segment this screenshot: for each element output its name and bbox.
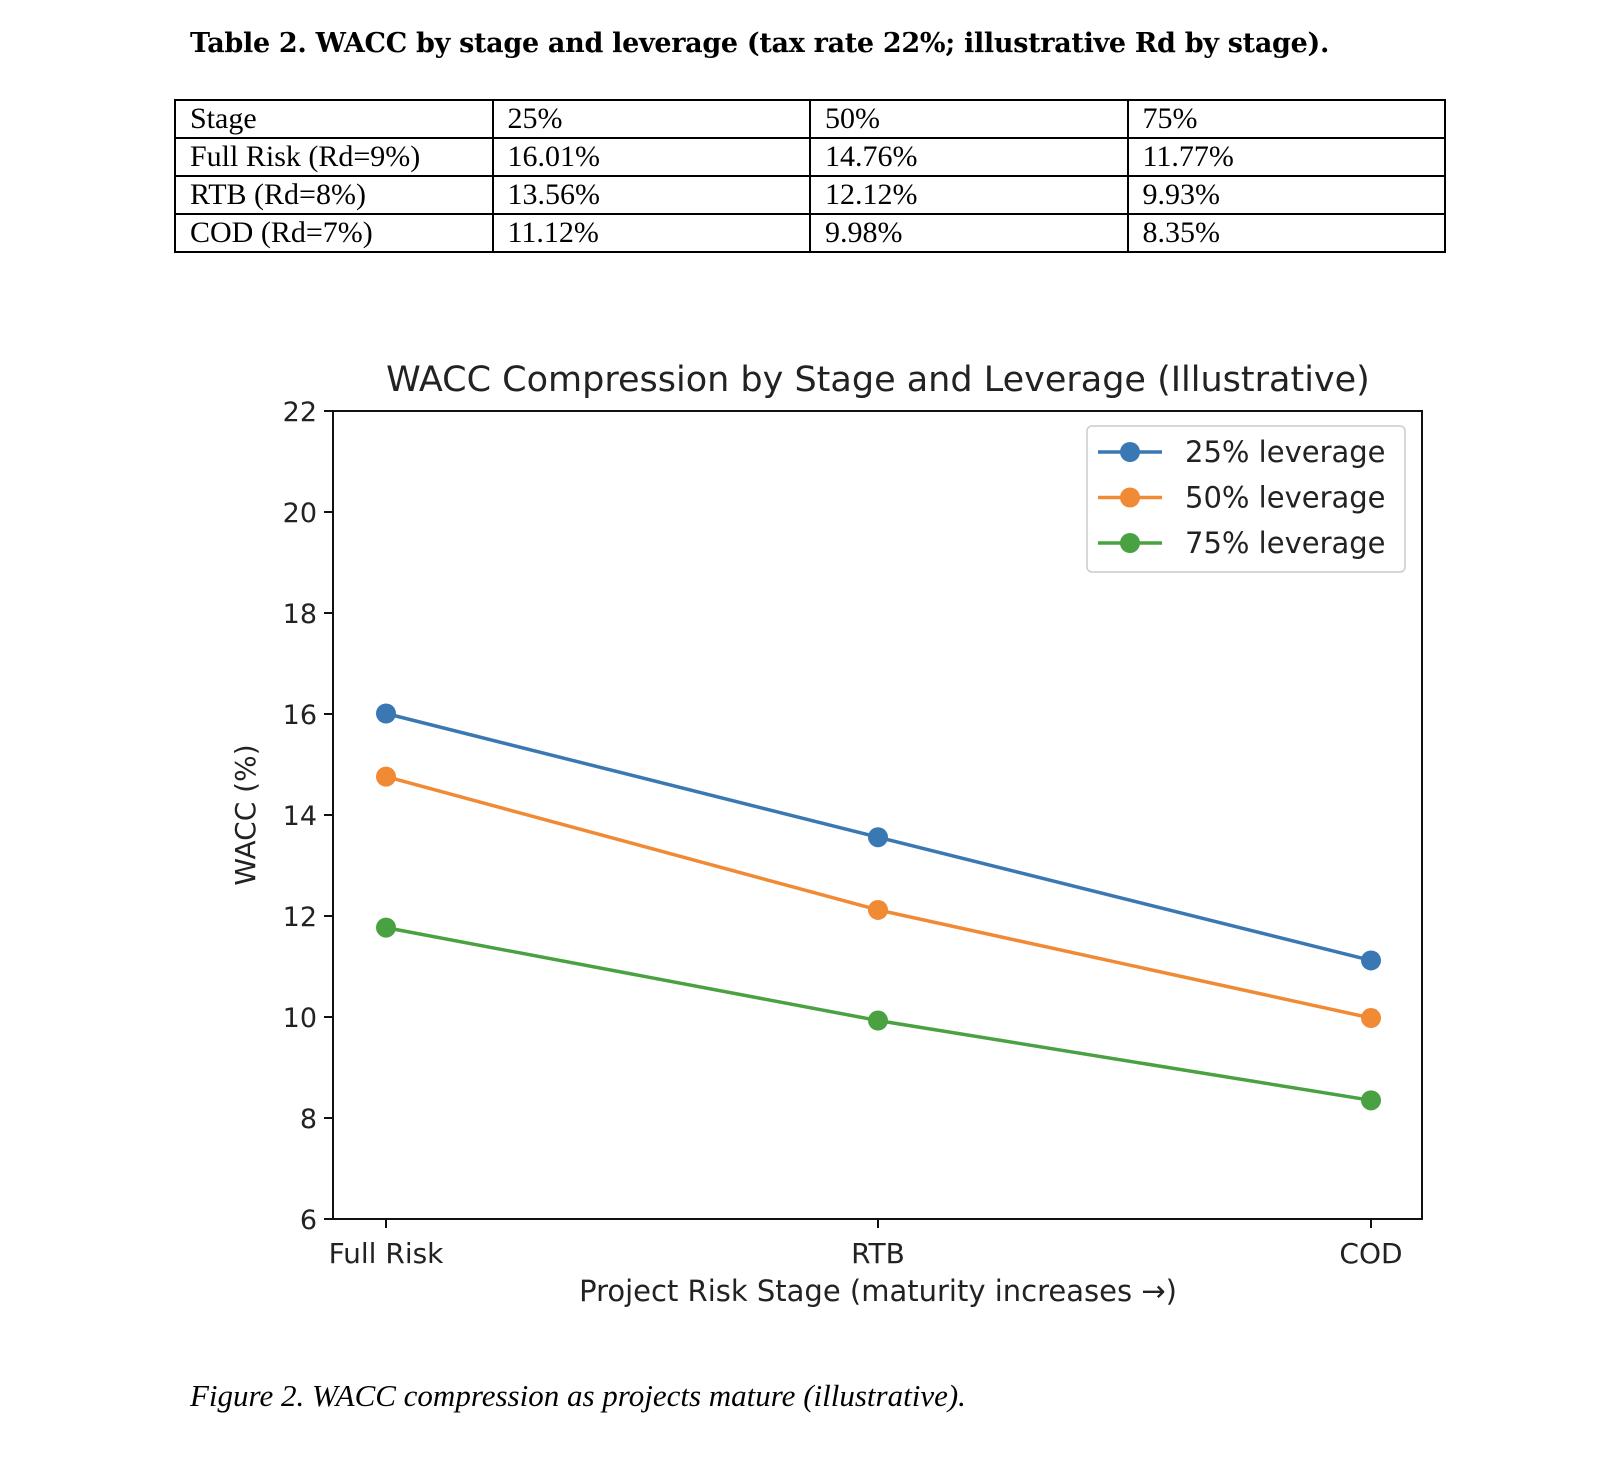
table-caption: Table 2. WACC by stage and leverage (tax…: [190, 28, 1330, 59]
table-cell: Full Risk (Rd=9%): [174, 137, 494, 177]
table-header-cell: 50%: [809, 99, 1129, 139]
legend-marker: [1120, 442, 1140, 462]
data-series: [376, 703, 1381, 1111]
data-point: [376, 917, 396, 938]
series-line: [385, 774, 1372, 1020]
table-cell: 11.77%: [1126, 137, 1446, 177]
legend-marker: [1120, 487, 1140, 508]
data-point: [868, 899, 888, 920]
y-tick-label: 6: [300, 1205, 317, 1236]
table-header-cell: 25%: [491, 99, 811, 139]
x-tick-label: COD: [1339, 1237, 1402, 1270]
y-tick-label: 12: [283, 902, 317, 933]
table-cell: COD (Rd=7%): [174, 213, 494, 253]
table-row: RTB (Rd=8%) 13.56% 12.12% 9.93%: [174, 175, 1446, 215]
y-tick-label: 22: [283, 397, 317, 428]
y-tick-label: 16: [283, 700, 317, 731]
table-cell: 9.98%: [809, 213, 1129, 253]
data-point: [868, 1010, 888, 1031]
wacc-line-chart: WACC Compression by Stage and Leverage (…: [229, 360, 1423, 1308]
wacc-table: Stage 25% 50% 75% Full Risk (Rd=9%) 16.0…: [174, 99, 1446, 253]
y-tick-label: 10: [283, 1003, 317, 1034]
y-tick-label: 18: [283, 599, 317, 630]
table-header-row: Stage 25% 50% 75%: [174, 99, 1446, 139]
y-tick-label: 14: [283, 801, 317, 832]
x-tick-label: RTB: [851, 1237, 905, 1270]
legend-label: 50% leverage: [1185, 481, 1386, 515]
chart-title: WACC Compression by Stage and Leverage (…: [386, 360, 1370, 400]
x-axis-label: Project Risk Stage (maturity increases →…: [579, 1274, 1177, 1308]
data-point: [1361, 1090, 1381, 1111]
legend-label: 25% leverage: [1185, 435, 1386, 469]
legend-box: [1086, 425, 1406, 573]
table-header-cell: Stage: [174, 99, 494, 139]
table-cell: 14.76%: [809, 137, 1129, 177]
legend-marker: [1120, 533, 1140, 553]
x-tick-label: Full Risk: [329, 1237, 445, 1270]
table-cell: 16.01%: [491, 137, 811, 177]
x-axis: Full Risk RTB COD: [329, 1219, 1403, 1270]
data-point: [868, 827, 888, 848]
legend: 25% leverage 50% leverage 75% leverage: [1086, 425, 1406, 573]
data-point: [376, 766, 396, 787]
data-point: [1361, 950, 1381, 971]
table-cell: 12.12%: [809, 175, 1129, 215]
y-tick-label: 8: [300, 1104, 317, 1135]
table-cell: 11.12%: [491, 213, 811, 253]
data-point: [1361, 1008, 1381, 1029]
figure-caption: Figure 2. WACC compression as projects m…: [190, 1378, 966, 1413]
table-header-cell: 75%: [1126, 99, 1446, 139]
y-tick-label: 20: [283, 498, 317, 529]
table-row: Full Risk (Rd=9%) 16.01% 14.76% 11.77%: [174, 137, 1446, 177]
table-cell: RTB (Rd=8%): [174, 175, 494, 215]
y-axis-label: WACC (%): [229, 744, 262, 885]
table-cell: 9.93%: [1126, 175, 1446, 215]
legend-label: 75% leverage: [1185, 526, 1386, 560]
table-cell: 8.35%: [1126, 213, 1446, 253]
data-point: [376, 703, 396, 724]
y-axis: 6 8 10 12 14 16 18 20 22: [283, 397, 333, 1236]
table-row: COD (Rd=7%) 11.12% 9.98% 8.35%: [174, 213, 1446, 253]
table-cell: 13.56%: [491, 175, 811, 215]
